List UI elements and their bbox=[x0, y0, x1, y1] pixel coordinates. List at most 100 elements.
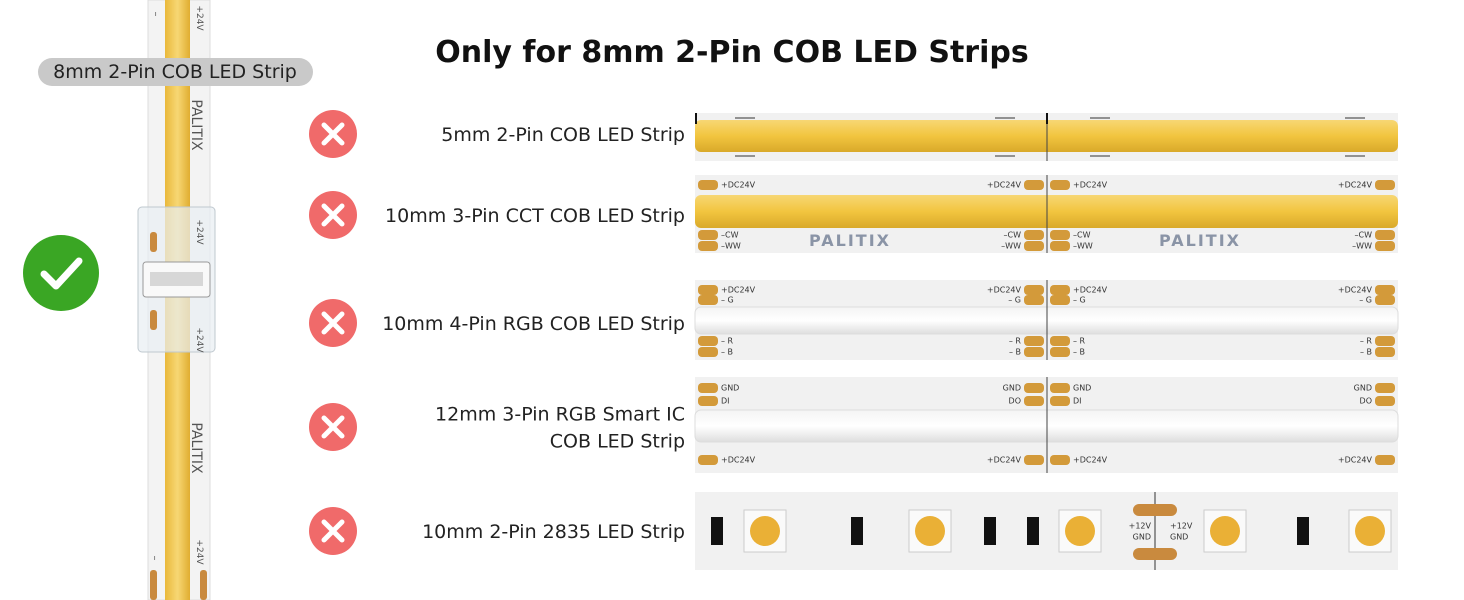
pin-pad bbox=[1375, 285, 1395, 295]
pin-label: GND bbox=[1073, 384, 1091, 393]
product-strip bbox=[137, 0, 216, 600]
pin-pad bbox=[1133, 504, 1177, 516]
pin-pad bbox=[1024, 241, 1044, 251]
pin-label: –WW bbox=[1352, 242, 1372, 251]
pin-label: – B bbox=[721, 348, 733, 357]
pin-label: – G bbox=[1008, 296, 1021, 305]
pin-pad bbox=[1024, 285, 1044, 295]
polarity: – bbox=[150, 12, 161, 17]
pin-pad bbox=[1024, 455, 1044, 465]
strip-label: 10mm 2-Pin 2835 LED Strip bbox=[422, 521, 685, 543]
pin-label: +DC24V bbox=[721, 181, 756, 190]
cross-mark bbox=[321, 311, 345, 335]
pin-pad bbox=[1375, 383, 1395, 393]
product-label-bg bbox=[38, 58, 313, 86]
pin-pad bbox=[1050, 285, 1070, 295]
pin-pad bbox=[698, 396, 718, 406]
pin-pad bbox=[1050, 180, 1070, 190]
pin-label: –CW bbox=[1073, 231, 1091, 240]
pin-label: +DC24V bbox=[1338, 286, 1373, 295]
product-brand: PALITIX bbox=[188, 422, 204, 474]
pin-pad bbox=[1050, 347, 1070, 357]
cross-mark bbox=[321, 203, 345, 227]
pin-pad bbox=[698, 455, 718, 465]
title: Only for 8mm 2-Pin COB LED Strips bbox=[435, 35, 1028, 70]
pin-label: –CW bbox=[721, 231, 739, 240]
pin-label: DO bbox=[1360, 397, 1372, 406]
pin-label: DI bbox=[1073, 397, 1082, 406]
polarity: +24V bbox=[194, 219, 204, 245]
pin-pad bbox=[1375, 396, 1395, 406]
resistor bbox=[711, 517, 723, 545]
polarity: +24V bbox=[194, 5, 204, 31]
led-phosphor bbox=[750, 516, 780, 546]
pin-pad bbox=[698, 285, 718, 295]
pin-pad bbox=[1375, 180, 1395, 190]
pin-label: +12V bbox=[1129, 522, 1152, 531]
strip-label: 5mm 2-Pin COB LED Strip bbox=[441, 124, 685, 146]
pin-pad bbox=[698, 383, 718, 393]
pin-label: +DC24V bbox=[1073, 286, 1108, 295]
pin-label: GND bbox=[1170, 533, 1188, 542]
pin-label: GND bbox=[1003, 384, 1021, 393]
pin-pad bbox=[1024, 383, 1044, 393]
pin-label: – B bbox=[1360, 348, 1372, 357]
pin-pad bbox=[1024, 180, 1044, 190]
pin-label: – G bbox=[1073, 296, 1086, 305]
pin-label: +DC24V bbox=[721, 456, 756, 465]
polarity: – bbox=[149, 556, 160, 561]
pin-pad bbox=[1133, 548, 1177, 560]
polarity: +24V bbox=[194, 539, 204, 565]
pin-label: +DC24V bbox=[987, 456, 1022, 465]
pin-label: +DC24V bbox=[1338, 181, 1373, 190]
pin-label: –WW bbox=[1001, 242, 1021, 251]
strip-label: COB LED Strip bbox=[550, 431, 685, 453]
pin-pad bbox=[1375, 241, 1395, 251]
pin-label: – R bbox=[1009, 337, 1022, 346]
led-phosphor bbox=[915, 516, 945, 546]
pin-label: +DC24V bbox=[1073, 456, 1108, 465]
pin-pad bbox=[1024, 396, 1044, 406]
strip-label: 10mm 3-Pin CCT COB LED Strip bbox=[385, 205, 685, 227]
pin-label: –CW bbox=[1355, 231, 1373, 240]
pin-pad bbox=[1050, 383, 1070, 393]
pin-label: GND bbox=[1354, 384, 1372, 393]
strip-board bbox=[695, 492, 1398, 570]
pin-label: +DC24V bbox=[1073, 181, 1108, 190]
pin-label: – R bbox=[721, 337, 734, 346]
pin-label: DO bbox=[1009, 397, 1021, 406]
pin-label: – B bbox=[1009, 348, 1021, 357]
pin-label: +DC24V bbox=[721, 286, 756, 295]
pin-label: +DC24V bbox=[987, 286, 1022, 295]
pin-pad bbox=[698, 347, 718, 357]
led-phosphor bbox=[1065, 516, 1095, 546]
pin-pad bbox=[1050, 455, 1070, 465]
pin-label: +12V bbox=[1170, 522, 1193, 531]
pin-pad bbox=[1024, 230, 1044, 240]
pin-label: – G bbox=[721, 296, 734, 305]
pin-label: –CW bbox=[1004, 231, 1022, 240]
check-icon bbox=[23, 235, 99, 311]
pin-pad bbox=[1024, 336, 1044, 346]
pin-pad bbox=[698, 230, 718, 240]
pin-pad bbox=[1375, 336, 1395, 346]
pin-pad bbox=[1024, 347, 1044, 357]
check-mark bbox=[40, 257, 83, 290]
strip-brand: PALITIX bbox=[1159, 231, 1241, 250]
cross-mark bbox=[321, 415, 345, 439]
strip-label: 12mm 3-Pin RGB Smart IC bbox=[435, 404, 685, 426]
pin-label: – R bbox=[1073, 337, 1086, 346]
pin-pad bbox=[1375, 295, 1395, 305]
cross-mark bbox=[321, 519, 345, 543]
product-label: 8mm 2-Pin COB LED Strip bbox=[53, 61, 297, 83]
pin-pad bbox=[698, 295, 718, 305]
product-brand: PALITIX bbox=[188, 99, 204, 151]
pin-pad bbox=[1050, 336, 1070, 346]
pin-label: GND bbox=[721, 384, 739, 393]
pin-label: – R bbox=[1360, 337, 1373, 346]
pin-label: GND bbox=[1133, 533, 1151, 542]
pin-label: –WW bbox=[1073, 242, 1093, 251]
pin-pad bbox=[1050, 295, 1070, 305]
polarity: +24V bbox=[194, 327, 204, 353]
pin-label: –WW bbox=[721, 242, 741, 251]
